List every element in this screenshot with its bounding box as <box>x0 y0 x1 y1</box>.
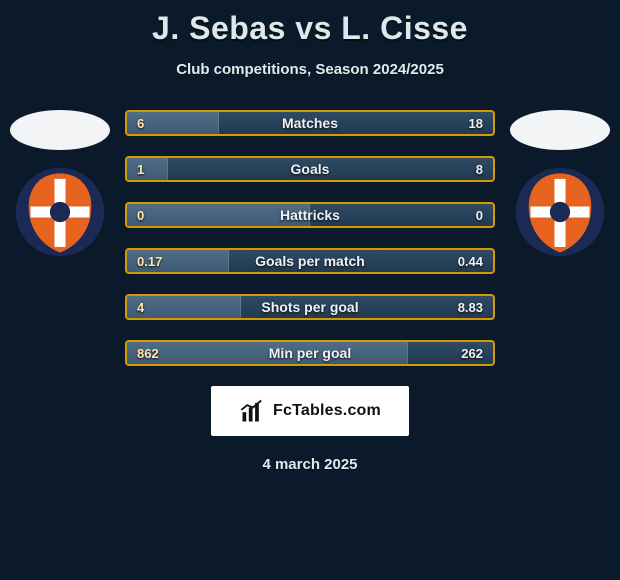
brand-text: FcTables.com <box>273 402 381 420</box>
stat-row: 0.170.44Goals per match <box>125 248 495 274</box>
shield-icon <box>514 166 606 258</box>
stat-row: 862262Min per goal <box>125 340 495 366</box>
club-badge-left <box>14 166 106 258</box>
comparison-stage: 618Matches 18Goals 00Hattricks 0.170.44Goal… <box>0 110 620 366</box>
date-text: 4 march 2025 <box>0 456 620 473</box>
stat-row: 618Matches <box>125 110 495 136</box>
stat-row: 18Goals <box>125 156 495 182</box>
stat-bars: 618Matches 18Goals 00Hattricks 0.170.44Goal… <box>125 110 495 366</box>
stat-label: Goals <box>127 158 493 180</box>
shield-icon <box>14 166 106 258</box>
stat-row: 48.83Shots per goal <box>125 294 495 320</box>
bar-chart-icon <box>239 397 267 425</box>
brand-badge: FcTables.com <box>211 386 409 436</box>
stat-row: 00Hattricks <box>125 202 495 228</box>
page-title: J. Sebas vs L. Cisse <box>0 0 620 47</box>
club-badge-right <box>514 166 606 258</box>
stat-label: Shots per goal <box>127 296 493 318</box>
stat-label: Min per goal <box>127 342 493 364</box>
stat-label: Goals per match <box>127 250 493 272</box>
stat-label: Matches <box>127 112 493 134</box>
stat-label: Hattricks <box>127 204 493 226</box>
subtitle: Club competitions, Season 2024/2025 <box>0 61 620 78</box>
player-photo-right <box>510 110 610 150</box>
player-photo-left <box>10 110 110 150</box>
